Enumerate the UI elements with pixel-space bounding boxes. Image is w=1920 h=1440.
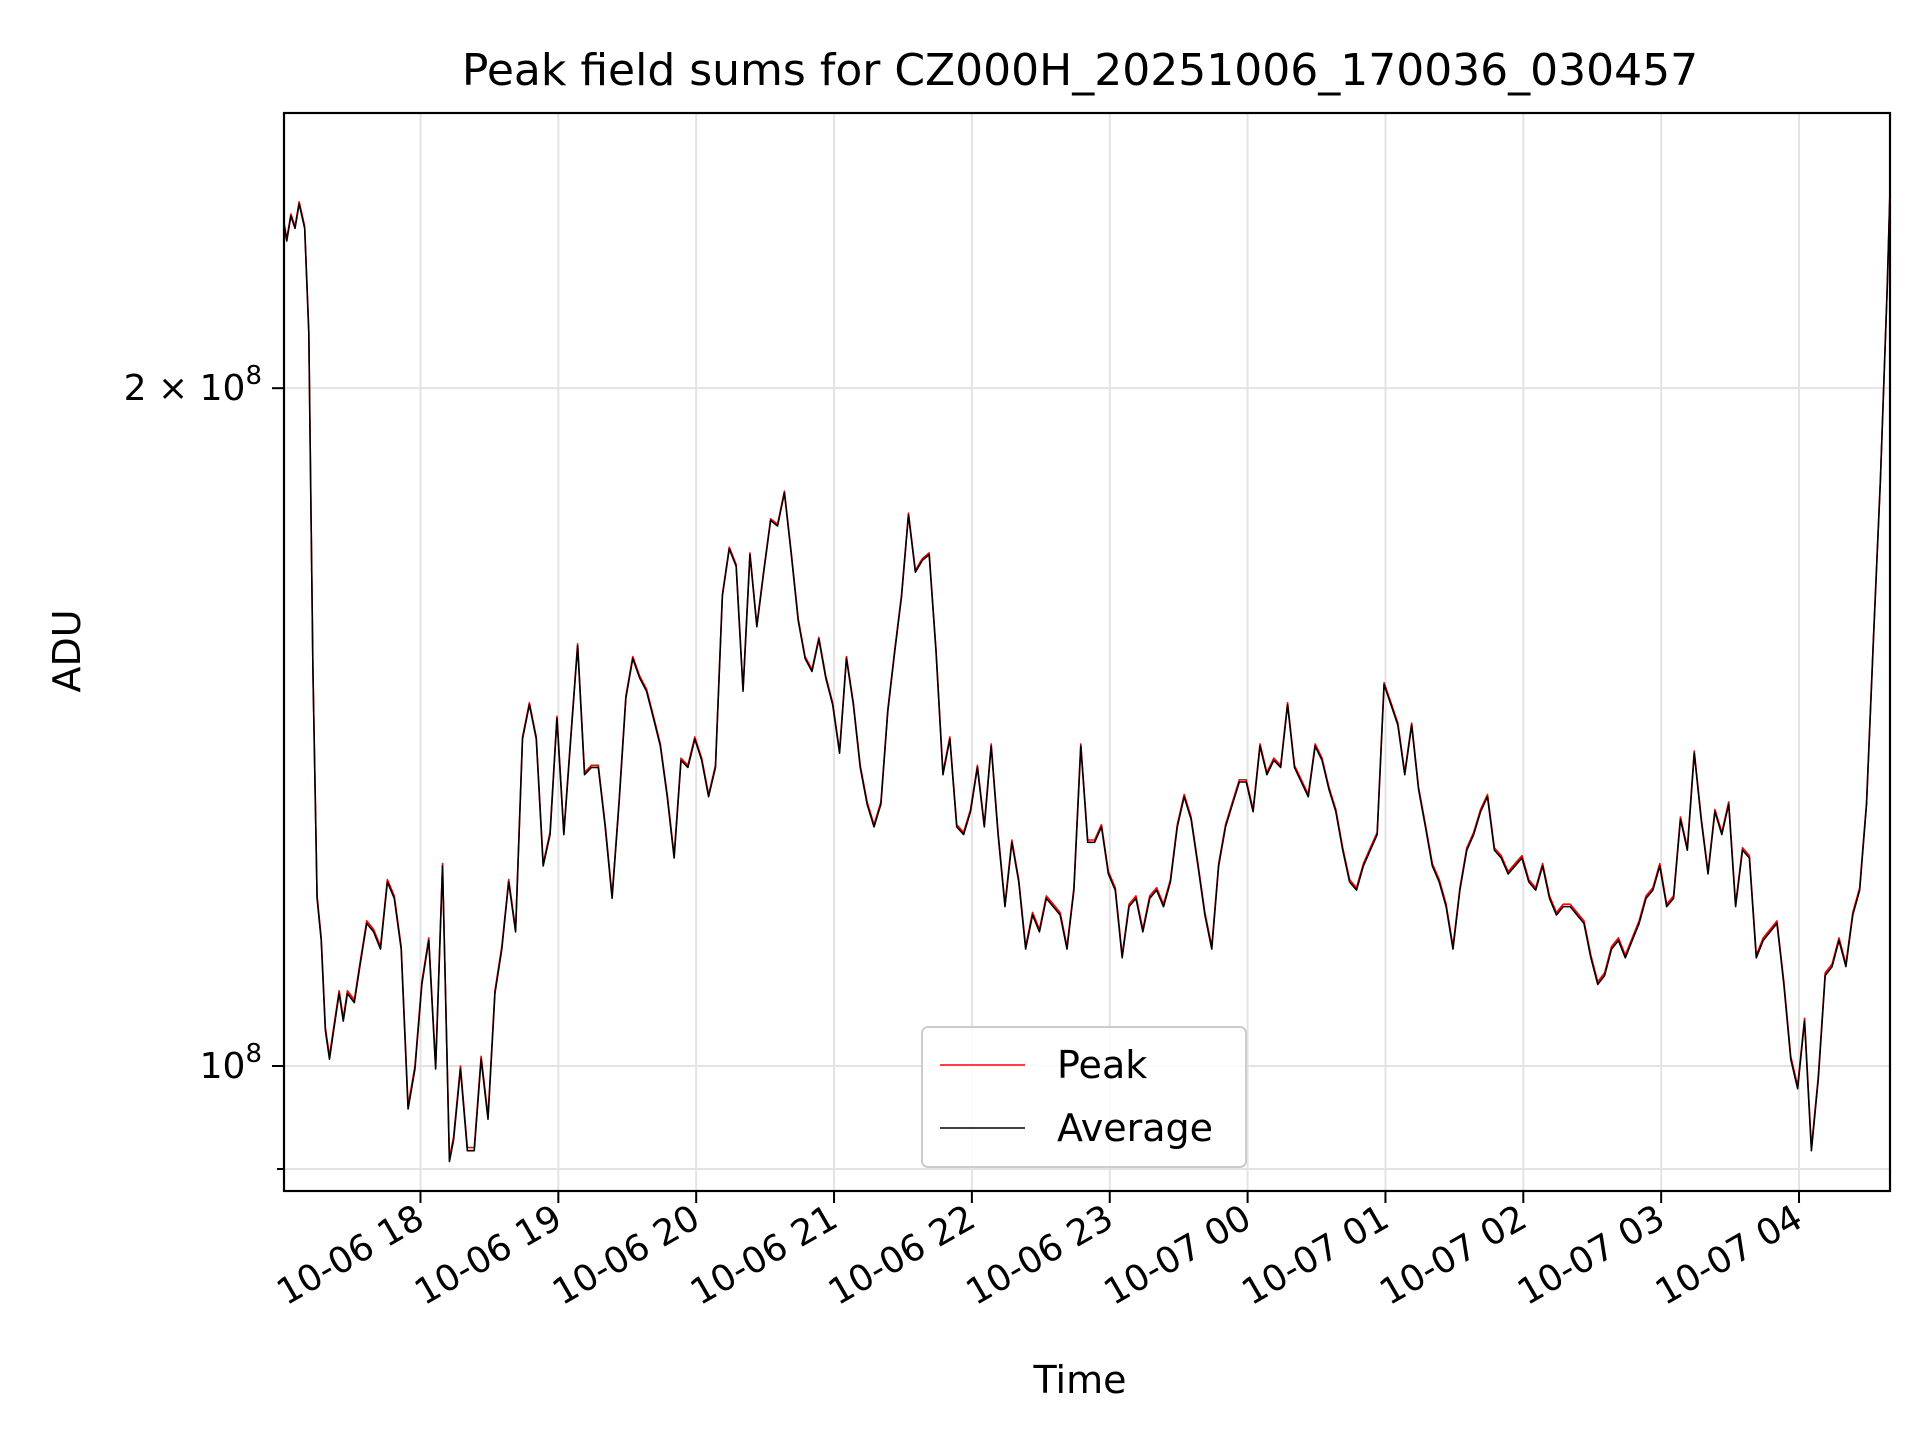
- legend-label-average: Average: [1057, 1106, 1213, 1150]
- chart-title: Peak field sums for CZ000H_20251006_1700…: [462, 45, 1698, 96]
- grid: [284, 113, 1890, 1191]
- series-group: [284, 189, 1890, 1163]
- y-axis-ticks: 108 2 × 108: [124, 361, 284, 1171]
- x-axis-label: Time: [1033, 1358, 1127, 1402]
- legend-label-peak: Peak: [1057, 1043, 1147, 1087]
- y-tick-label: 2 × 108: [124, 361, 262, 409]
- legend-box: [921, 1026, 1247, 1168]
- legend: Peak Average: [921, 1026, 1247, 1168]
- axes-frame: [282, 111, 1892, 1193]
- series-line-average: [284, 190, 1890, 1163]
- y-tick-label: 108: [200, 1039, 262, 1087]
- y-axis-label: ADU: [45, 609, 89, 692]
